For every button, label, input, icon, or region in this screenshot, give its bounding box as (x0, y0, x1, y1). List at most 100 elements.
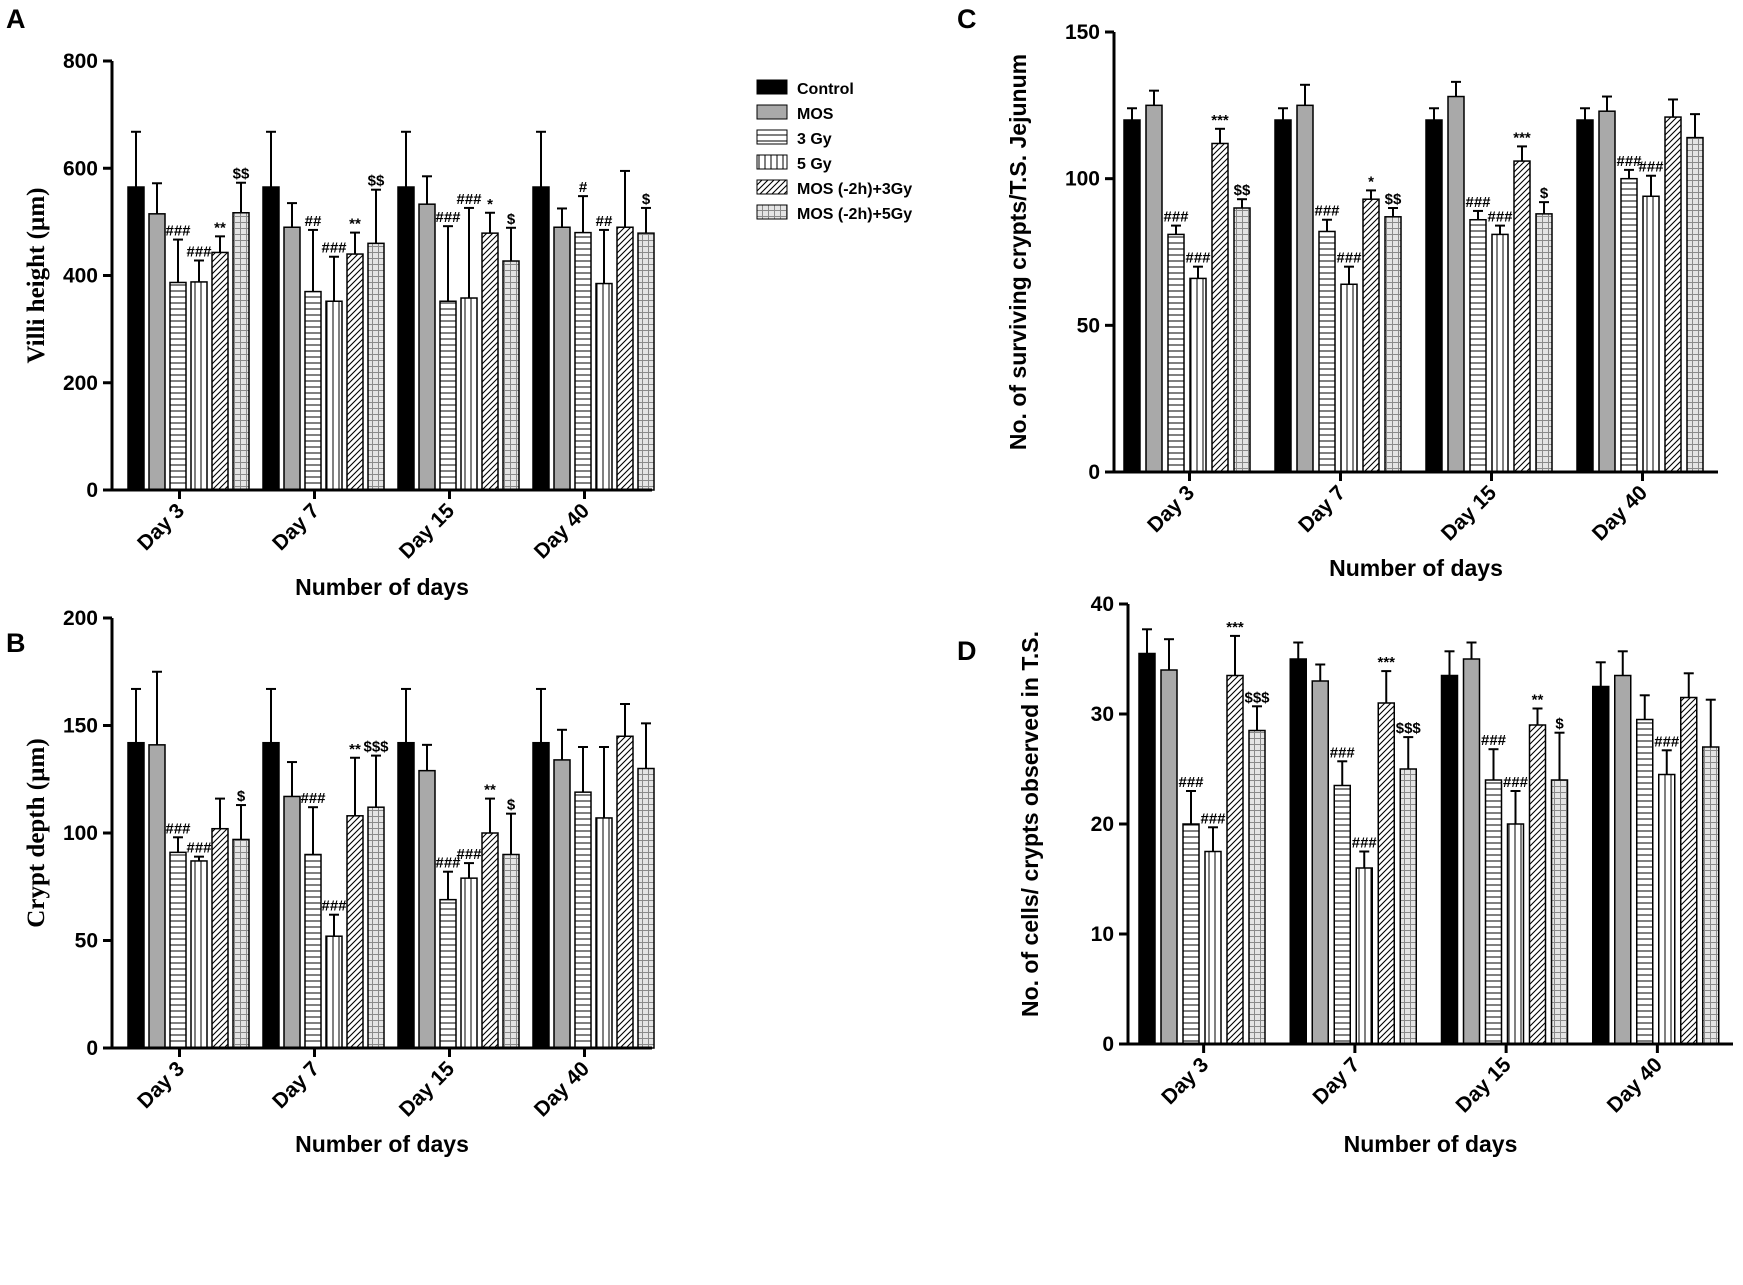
annotation-b-5gy-1: ### (321, 898, 347, 915)
annotation-a-mos-5gy-2: $ (507, 211, 516, 228)
bar-d-5gy-2 (1506, 823, 1525, 1045)
legend-swatch-mos-5gy (756, 204, 788, 220)
x-tick-label-a-2: Day 15 (395, 499, 459, 563)
annotation-a-3gy-2: ### (435, 209, 461, 226)
annotation-c-mos-5gy-1: $$ (1385, 191, 1402, 208)
annotation-b-mos-3gy-2: ** (484, 782, 496, 799)
panel-letter-b: B (6, 628, 26, 658)
bar-d-mos-5gy-0 (1248, 729, 1266, 1045)
legend-swatch-3gy (756, 129, 788, 145)
x-tick-label-a-1: Day 7 (268, 499, 324, 555)
bar-b-mos-5gy-2 (502, 853, 520, 1049)
chart-panel-a: ##### ####### ########** ***$$ $$$$020040060… (23, 50, 655, 600)
bar-a-control-2 (397, 186, 415, 491)
bar-d-mos-3gy-1 (1377, 702, 1395, 1045)
chart-legend: Control MOS 3 Gy 5 Gy MOS (-2h)+3Gy MOS … (756, 79, 912, 223)
bar-c-mos-3gy-1 (1362, 198, 1380, 473)
annotation-a-mos-5gy-3: $ (642, 191, 651, 208)
bar-a-mos-5gy-1 (367, 242, 385, 491)
annotation-d-mos-5gy-1: $$$ (1396, 720, 1422, 737)
legend-label-mos-3gy: MOS (-2h)+3Gy (797, 181, 912, 198)
annotation-d-mos-3gy-2: ** (1532, 692, 1544, 709)
annotation-d-3gy-1: ### (1330, 744, 1356, 761)
annotation-a-5gy-1: ### (321, 240, 347, 257)
bar-b-3gy-1 (304, 853, 322, 1049)
bar-b-5gy-1 (325, 935, 343, 1049)
y-tick-label-d-0: 0 (1102, 1033, 1114, 1056)
bar-c-control-1 (1274, 119, 1292, 473)
bar-b-mos-5gy-1 (367, 806, 385, 1049)
x-tick-label-b-0: Day 3 (133, 1057, 189, 1113)
x-tick-label-b-3: Day 40 (530, 1057, 594, 1121)
bar-d-control-2 (1440, 674, 1459, 1045)
annotation-d-mos-5gy-0: $$$ (1244, 689, 1270, 706)
bar-b-mos-3gy-2 (481, 832, 499, 1049)
bar-c-control-2 (1425, 119, 1443, 473)
bar-a-control-0 (127, 186, 145, 491)
chart-panel-d: #####################********$$$$$$ $0102… (1017, 593, 1733, 1157)
y-tick-label-c-1: 50 (1077, 314, 1100, 337)
bar-b-mos-3gy-0 (211, 827, 229, 1049)
x-tick-label-d-3: Day 40 (1603, 1053, 1667, 1117)
annotation-a-mos-5gy-1: $$ (368, 173, 385, 190)
bar-b-3gy-3 (574, 791, 592, 1049)
x-axis-title-b: Number of days (295, 1131, 469, 1157)
bar-c-mos-1 (1296, 104, 1314, 473)
x-tick-label-c-1: Day 7 (1294, 481, 1350, 537)
y-tick-label-a-4: 800 (63, 50, 98, 73)
bar-b-mos-1 (283, 795, 301, 1049)
x-tick-label-c-2: Day 15 (1437, 481, 1501, 545)
bar-b-mos-3gy-3 (616, 735, 634, 1049)
bar-a-mos-3gy-1 (346, 253, 364, 491)
annotation-c-5gy-2: ### (1487, 209, 1513, 226)
y-tick-label-c-3: 150 (1065, 21, 1100, 44)
annotation-b-3gy-2: ### (435, 855, 461, 872)
y-tick-label-c-2: 100 (1065, 168, 1100, 191)
bar-c-3gy-0 (1167, 233, 1185, 473)
bar-d-mos-0 (1160, 669, 1178, 1045)
bar-d-mos-3gy-2 (1528, 724, 1547, 1045)
annotation-d-5gy-2: ### (1503, 774, 1529, 791)
bar-c-5gy-2 (1491, 233, 1509, 473)
legend-label-mos-5gy: MOS (-2h)+5Gy (797, 206, 912, 223)
bar-c-5gy-3 (1642, 195, 1660, 473)
x-tick-label-a-0: Day 3 (133, 499, 189, 555)
annotation-d-5gy-1: ### (1352, 835, 1378, 852)
bar-a-5gy-0 (190, 281, 208, 491)
bar-d-mos-3 (1614, 674, 1632, 1045)
y-tick-label-b-4: 200 (63, 607, 98, 630)
bar-a-mos-3gy-0 (211, 251, 229, 491)
annotation-d-mos-5gy-2: $ (1555, 716, 1564, 733)
bar-d-5gy-3 (1658, 773, 1676, 1045)
bar-a-mos-2 (418, 203, 436, 491)
bar-d-mos-5gy-1 (1399, 768, 1417, 1045)
annotation-b-mos-5gy-1: $$$ (363, 739, 389, 756)
bar-a-control-1 (262, 186, 280, 491)
bar-c-control-3 (1576, 119, 1594, 473)
bar-d-3gy-2 (1484, 779, 1503, 1045)
x-axis-title-d: Number of days (1344, 1131, 1518, 1157)
annotation-a-3gy-1: ## (305, 213, 322, 230)
annotation-c-3gy-3: ### (1616, 153, 1642, 170)
annotation-b-mos-3gy-1: ** (349, 741, 361, 758)
bar-a-3gy-1 (304, 290, 322, 491)
y-tick-label-d-2: 20 (1091, 813, 1114, 836)
bar-d-3gy-0 (1182, 823, 1200, 1045)
bar-c-5gy-1 (1340, 283, 1358, 473)
legend-label-3gy: 3 Gy (797, 131, 832, 148)
legend-label-5gy: 5 Gy (797, 156, 832, 173)
bar-a-5gy-3 (595, 282, 613, 491)
bar-a-3gy-2 (439, 300, 457, 491)
bar-a-3gy-3 (574, 231, 592, 491)
bar-b-5gy-3 (595, 817, 613, 1049)
bar-a-mos-5gy-3 (637, 232, 655, 491)
x-tick-label-d-2: Day 15 (1452, 1053, 1516, 1117)
bar-c-mos-3gy-3 (1664, 116, 1682, 473)
annotation-b-5gy-2: ### (456, 846, 482, 863)
bar-c-mos-5gy-1 (1384, 216, 1402, 473)
bar-a-mos-0 (148, 213, 166, 491)
bar-b-mos-2 (418, 769, 436, 1049)
y-tick-label-b-3: 150 (63, 715, 98, 738)
annotation-a-mos-3gy-1: ** (349, 216, 361, 233)
